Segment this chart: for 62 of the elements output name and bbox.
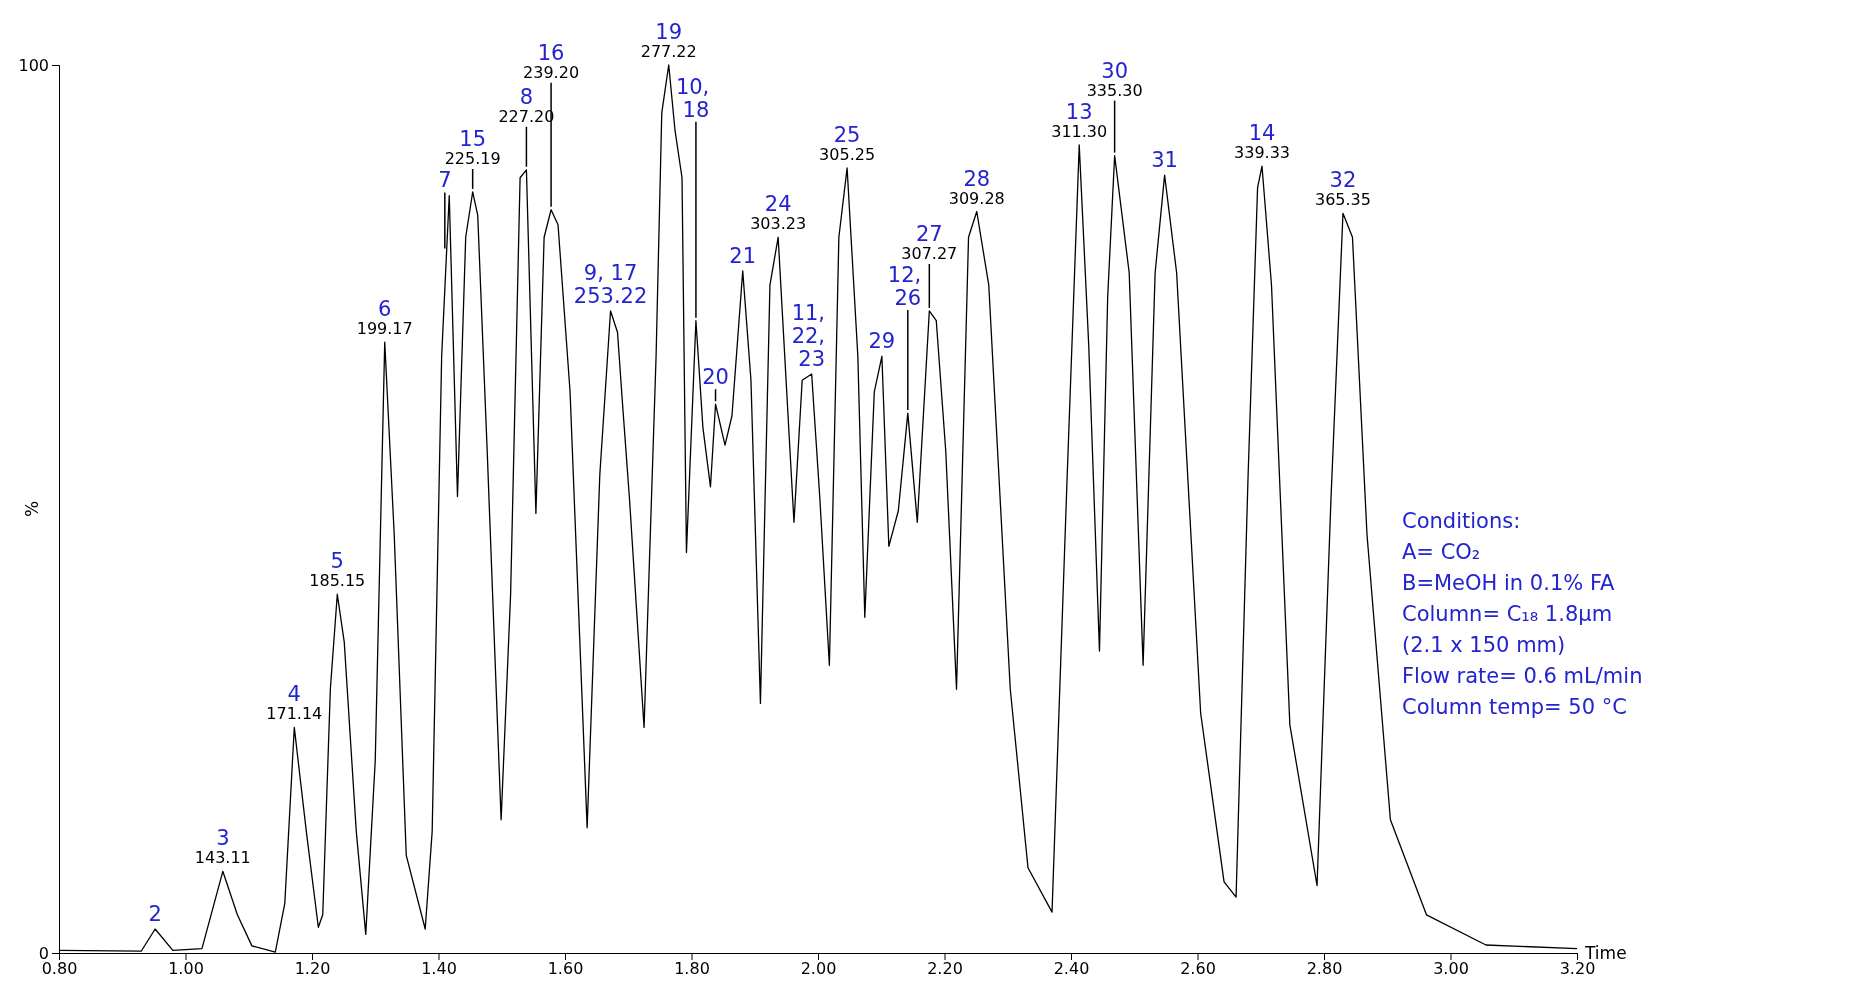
- annotation: 6: [378, 297, 392, 322]
- annotation: Column= C₁₈ 1.8µm: [1402, 602, 1613, 626]
- y-tick-label: 100: [18, 55, 49, 75]
- annotation: 32: [1329, 168, 1357, 193]
- annotation: 11, 22, 23: [791, 301, 832, 372]
- annotation: 311.30: [1051, 121, 1108, 141]
- annotation: 29: [868, 329, 896, 354]
- annotation: 239.20: [523, 62, 580, 82]
- annotation: 225.19: [444, 148, 501, 168]
- annotation: B=MeOH in 0.1% FA: [1402, 571, 1616, 595]
- x-tick-label: 1.60: [547, 959, 584, 979]
- annotation: 305.25: [819, 145, 876, 165]
- x-tick-label: 1.20: [294, 959, 331, 979]
- annotation: 4: [287, 682, 301, 707]
- annotation: 339.33: [1234, 143, 1291, 163]
- annotation: 15: [459, 126, 487, 151]
- annotation: 253.22: [573, 283, 648, 308]
- x-tick-label: 2.40: [1053, 959, 1090, 979]
- x-tick-label: 1.40: [421, 959, 457, 979]
- annotation: 25: [833, 123, 861, 148]
- annotation: 14: [1248, 121, 1276, 146]
- annotation: 19: [655, 20, 683, 44]
- annotation: 303.23: [750, 214, 807, 234]
- annotation: 335.30: [1086, 80, 1143, 100]
- annotation: (2.1 x 150 mm): [1402, 633, 1566, 657]
- annotation: 143.11: [194, 848, 251, 868]
- annotation: 277.22: [640, 42, 697, 61]
- annotation: 20: [702, 365, 729, 390]
- x-tick-label: 2.80: [1306, 959, 1343, 979]
- annotation: 3: [216, 826, 230, 851]
- annotation: 21: [729, 244, 757, 269]
- annotation: 10, 18: [675, 74, 716, 122]
- annotation: 309.28: [948, 188, 1005, 208]
- annotation: 30: [1101, 58, 1129, 83]
- annotation: Flow rate= 0.6 mL/min: [1402, 664, 1643, 688]
- annotation: 16: [537, 40, 565, 65]
- annotation: 27: [915, 221, 943, 246]
- annotation: 9, 17: [583, 260, 638, 285]
- x-tick-label: 2.60: [1180, 959, 1216, 979]
- annotation: 365.35: [1314, 190, 1371, 210]
- annotation: 171.14: [266, 704, 323, 724]
- annotation: 13: [1065, 99, 1093, 124]
- x-tick-label: 2.00: [800, 959, 837, 979]
- y-axis-title: %: [22, 500, 42, 518]
- annotation: 31: [1151, 148, 1178, 173]
- annotation: 5: [330, 549, 344, 574]
- annotation: A= CO₂: [1402, 540, 1481, 564]
- x-tick-label: 1.00: [168, 959, 204, 979]
- annotation: 199.17: [356, 319, 413, 339]
- annotation: 24: [764, 192, 792, 217]
- annotation: 28: [963, 166, 991, 191]
- annotation: 307.27: [901, 243, 958, 263]
- x-tick-label: 2.20: [927, 959, 963, 979]
- x-tick-label: 3.00: [1433, 959, 1469, 979]
- annotation: Conditions:: [1402, 509, 1521, 533]
- annotation: 2: [148, 902, 162, 927]
- annotation: 8: [519, 84, 534, 109]
- annotation: 12, 26: [887, 263, 928, 311]
- annotation: 185.15: [309, 571, 366, 591]
- annotation: Column temp= 50 °C: [1402, 695, 1627, 719]
- x-tick-label: 1.80: [674, 959, 710, 979]
- annotation: 7: [438, 168, 452, 193]
